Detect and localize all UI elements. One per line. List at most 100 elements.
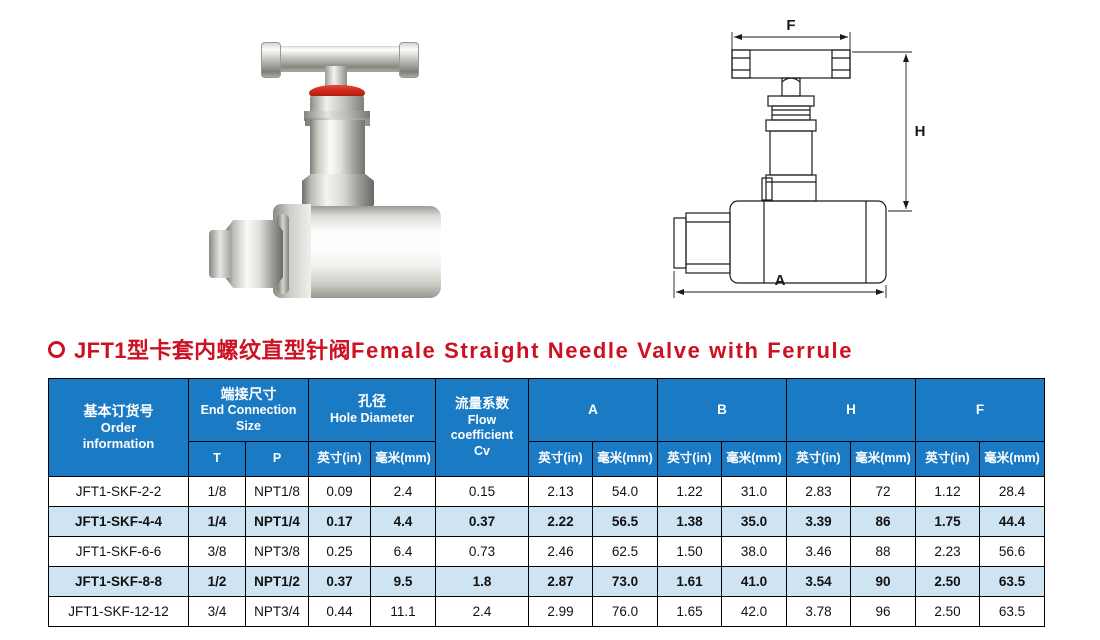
technical-drawing: F H A [640,6,940,306]
cell-end-conn-p: NPT1/2 [245,566,309,597]
cell-hole-mm: 6.4 [370,536,436,567]
cell-hole-mm: 11.1 [370,596,436,627]
cell-order-code: JFT1-SKF-6-6 [48,536,189,567]
section-title: JFT1型卡套内螺纹直型针阀Female Straight Needle Val… [48,334,853,364]
table-header: 基本订货号 Order information 端接尺寸 End Connect… [48,378,1045,477]
cell-a-mm: 76.0 [592,596,658,627]
cell-f-in: 2.23 [915,536,980,567]
header-sub-h-mm: 毫米(mm) [850,441,916,477]
cell-end-conn-t: 1/4 [188,506,246,537]
cell-f-mm: 28.4 [979,476,1045,507]
cell-a-in: 2.13 [528,476,593,507]
header-end-connection-size: 端接尺寸 End Connection Size [188,378,309,442]
cell-cv: 2.4 [435,596,529,627]
cell-hole-in: 0.25 [308,536,371,567]
header-sub-b-in: 英寸(in) [657,441,722,477]
valve-ferrule-nut [225,220,283,288]
cell-b-mm: 31.0 [721,476,787,507]
cell-f-mm: 44.4 [979,506,1045,537]
cell-hole-mm: 9.5 [370,566,436,597]
dimension-label-a: A [775,272,786,289]
cell-cv: 0.15 [435,476,529,507]
cell-h-mm: 90 [850,566,916,597]
cell-hole-mm: 2.4 [370,476,436,507]
valve-handle-cap-left [261,42,281,78]
header-dimension-a: A [528,378,658,442]
cell-end-conn-p: NPT1/8 [245,476,309,507]
header-sub-a-mm: 毫米(mm) [592,441,658,477]
cell-f-in: 1.75 [915,506,980,537]
product-photo [185,8,485,300]
cell-order-code: JFT1-SKF-4-4 [48,506,189,537]
cell-h-in: 2.83 [786,476,851,507]
section-title-cn: JFT1型卡套内螺纹直型针阀 [74,338,351,363]
header-dimension-h: H [786,378,916,442]
header-flow-cn: 流量系数 [455,395,509,411]
cell-hole-in: 0.17 [308,506,371,537]
cell-a-in: 2.87 [528,566,593,597]
cell-cv: 1.8 [435,566,529,597]
cell-order-code: JFT1-SKF-12-12 [48,596,189,627]
header-hole-cn: 孔径 [358,393,386,410]
cell-b-in: 1.61 [657,566,722,597]
cell-end-conn-p: NPT3/8 [245,536,309,567]
cell-h-mm: 86 [850,506,916,537]
valve-bonnet [310,120,365,178]
cell-h-in: 3.78 [786,596,851,627]
section-title-en: Female Straight Needle Valve with Ferrul… [350,338,854,363]
header-flow-en2: coefficient [450,428,514,443]
table-row: JFT1-SKF-2-2 1/8 NPT1/8 0.09 2.4 0.15 2.13 54.0… [48,476,1045,507]
table-row: JFT1-SKF-12-12 3/4 NPT3/4 0.44 11.1 2.4 2.99 76… [48,596,1045,627]
valve-packing-nut [310,96,364,113]
cell-h-in: 3.54 [786,566,851,597]
header-dimension-f: F [915,378,1045,442]
cell-b-in: 1.50 [657,536,722,567]
cell-end-conn-t: 1/8 [188,476,246,507]
cell-a-mm: 73.0 [592,566,658,597]
cell-cv: 0.73 [435,536,529,567]
section-title-text: JFT1型卡套内螺纹直型针阀Female Straight Needle Val… [74,333,853,365]
header-sub-hole-in: 英寸(in) [308,441,371,477]
cell-f-mm: 56.6 [979,536,1045,567]
header-flow-cv: Cv [474,443,490,458]
table-body: JFT1-SKF-2-2 1/8 NPT1/8 0.09 2.4 0.15 2.13 54.0… [48,476,1045,627]
cell-b-in: 1.38 [657,506,722,537]
cell-b-mm: 35.0 [721,506,787,537]
cell-a-in: 2.46 [528,536,593,567]
cell-b-in: 1.65 [657,596,722,627]
specification-table: 基本订货号 Order information 端接尺寸 End Connect… [48,378,1045,627]
circle-bullet-icon [48,340,65,358]
cell-a-mm: 56.5 [592,506,658,537]
cell-a-mm: 54.0 [592,476,658,507]
product-illustration-area: F H A [185,6,940,306]
table-row: JFT1-SKF-6-6 3/8 NPT3/8 0.25 6.4 0.73 2.46 62.5… [48,536,1045,567]
valve-handle-cap-right [399,42,419,78]
header-sub-b-mm: 毫米(mm) [721,441,787,477]
cell-order-code: JFT1-SKF-2-2 [48,476,189,507]
specification-table-wrapper: 基本订货号 Order information 端接尺寸 End Connect… [48,378,1045,627]
header-endconn-cn: 端接尺寸 [220,385,277,402]
cell-hole-in: 0.37 [308,566,371,597]
header-dimension-b: B [657,378,787,442]
cell-f-mm: 63.5 [979,596,1045,627]
dimension-label-h: H [915,123,926,140]
dimension-label-f: F [786,17,795,34]
header-sub-f-mm: 毫米(mm) [979,441,1045,477]
valve-hex-nut [302,174,374,212]
valve-washer [304,111,370,121]
cell-end-conn-t: 3/4 [188,596,246,627]
cell-b-in: 1.22 [657,476,722,507]
header-sub-t: T [188,441,246,477]
cell-a-in: 2.99 [528,596,593,627]
cell-f-in: 2.50 [915,596,980,627]
header-order-information: 基本订货号 Order information [48,378,189,477]
table-row: JFT1-SKF-8-8 1/2 NPT1/2 0.37 9.5 1.8 2.87 73.0 1… [48,566,1045,597]
cell-order-code: JFT1-SKF-8-8 [48,566,189,597]
table-row: JFT1-SKF-4-4 1/4 NPT1/4 0.17 4.4 0.37 2.22 56.5… [48,506,1045,537]
cell-b-mm: 38.0 [721,536,787,567]
header-sub-a-in: 英寸(in) [528,441,593,477]
header-hole-en: Hole Diameter [329,410,415,425]
cell-end-conn-p: NPT3/4 [245,596,309,627]
header-order-cn: 基本订货号 [83,402,154,419]
header-order-en2: information [82,436,155,452]
